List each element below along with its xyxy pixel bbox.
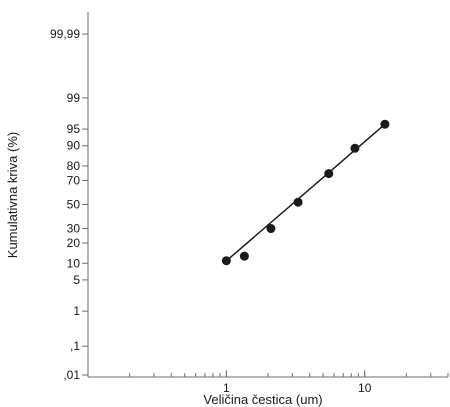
y-tick-label: 30 [67, 222, 81, 236]
x-tick-label: 10 [358, 381, 372, 395]
y-tick-label: 5 [73, 273, 80, 287]
y-axis-label: Kumulativna kriva (%) [5, 132, 20, 258]
y-tick-label: 90 [67, 139, 81, 153]
data-point [266, 224, 276, 234]
y-tick-label: 1 [73, 304, 80, 318]
y-tick-label: 99,99 [50, 27, 80, 41]
fit-line [228, 123, 386, 259]
y-tick-label: 70 [67, 173, 81, 187]
data-point [293, 197, 303, 207]
data-point [380, 119, 390, 129]
y-tick-label: ,1 [70, 339, 80, 353]
y-tick-label: 20 [67, 236, 81, 250]
y-tick-label: ,01 [63, 368, 80, 382]
y-tick-label: 95 [67, 122, 81, 136]
data-marks [221, 119, 390, 266]
y-tick-label: 99 [67, 91, 81, 105]
y-tick-label: 80 [67, 159, 81, 173]
data-point [239, 251, 249, 261]
x-axis-label: Veličina čestica (um) [203, 392, 322, 407]
axes [87, 12, 448, 378]
x-axis-ticks: 1 10 [87, 370, 449, 395]
data-point [221, 256, 231, 266]
y-tick-label: 50 [67, 198, 81, 212]
data-point [350, 143, 360, 153]
x-tick-label: 1 [223, 381, 230, 395]
y-tick-label: 10 [67, 256, 81, 270]
data-point [324, 169, 334, 179]
